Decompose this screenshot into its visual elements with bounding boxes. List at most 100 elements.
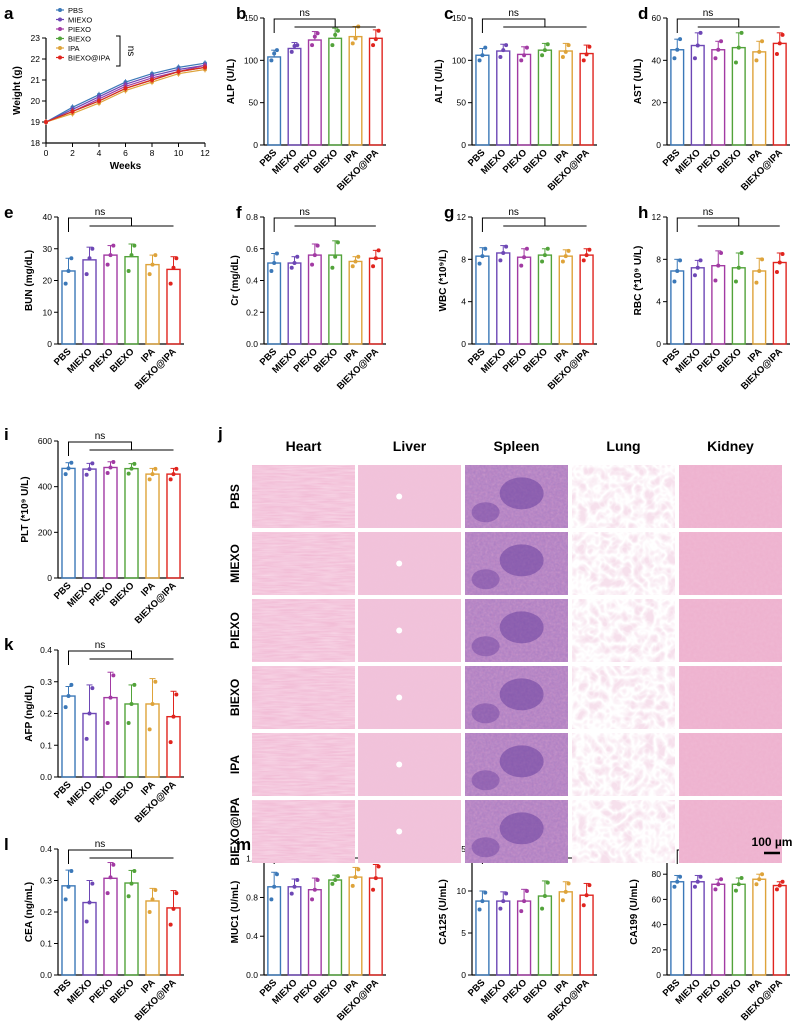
bar-biexo-ipa — [166, 473, 181, 579]
data-point — [289, 265, 294, 270]
panel-label-i: i — [4, 425, 9, 444]
tissue-texture — [252, 599, 355, 662]
data-point — [477, 58, 482, 63]
tissue-image-biexo-ipa-liver — [358, 800, 461, 863]
legend-label: BIEXO — [68, 34, 91, 43]
row-header-ipa: IPA — [228, 755, 242, 774]
data-point — [678, 874, 683, 879]
bar-pbs — [267, 262, 282, 345]
data-point — [66, 466, 71, 471]
data-point — [69, 256, 74, 261]
data-point — [90, 881, 95, 886]
bar-pbs — [475, 54, 490, 146]
data-point — [540, 906, 545, 911]
bar-biexo-ipa — [772, 261, 787, 345]
data-point — [353, 36, 358, 41]
data-point — [584, 893, 589, 898]
vessel — [396, 694, 403, 701]
bar-biexo-ipa — [368, 877, 383, 976]
y-tick-label-g: 0 — [461, 339, 466, 349]
data-point — [719, 877, 724, 882]
x-tick-label-a: 4 — [97, 148, 102, 158]
data-point — [269, 897, 274, 902]
data-point — [545, 42, 550, 47]
data-point — [498, 906, 503, 911]
data-point — [330, 43, 335, 48]
y-tick-label-i: 400 — [38, 482, 52, 492]
data-point — [84, 919, 89, 924]
bar-pbs — [61, 270, 76, 345]
data-point — [504, 244, 509, 249]
data-point — [350, 264, 355, 269]
y-tick-label-o: 0 — [656, 970, 661, 980]
white-pulp — [499, 812, 544, 845]
x-tick-label-biexo: BIEXO — [108, 977, 137, 1006]
y-tick-label-g: 8 — [461, 254, 466, 264]
vessel — [396, 828, 403, 835]
data-point — [501, 899, 506, 904]
data-point — [545, 880, 550, 885]
data-point — [774, 887, 779, 892]
tissue-texture — [679, 532, 782, 595]
data-point — [542, 253, 547, 258]
data-point — [84, 272, 89, 277]
y-tick-label-f: 0.8 — [246, 212, 258, 222]
tissue-image-pbs-lung — [572, 465, 675, 528]
data-point — [733, 888, 738, 893]
data-point — [695, 879, 700, 884]
bar-miexo — [496, 50, 511, 146]
tissue-image-biexo-heart — [252, 666, 355, 729]
bar-miexo — [82, 712, 97, 778]
white-pulp — [499, 544, 544, 577]
data-point — [126, 894, 131, 899]
data-point — [713, 887, 718, 892]
bar-miexo — [496, 252, 511, 345]
bar-biexo — [124, 255, 139, 345]
y-tick-label-l: 0.0 — [40, 970, 52, 980]
data-point — [87, 256, 92, 261]
data-point — [376, 28, 381, 33]
panel-label-k: k — [4, 635, 14, 654]
bar-biexo — [731, 267, 746, 345]
tissue-texture — [679, 733, 782, 796]
panel-label-l: l — [4, 835, 9, 854]
panel-label-f: f — [236, 203, 242, 222]
data-point — [150, 262, 155, 267]
data-point — [333, 32, 338, 37]
vessel — [396, 493, 403, 500]
column-header-spleen: Spleen — [494, 438, 540, 454]
y-tick-label-d: 20 — [652, 98, 662, 108]
bar-ipa — [348, 260, 363, 345]
bar-biexo — [537, 49, 553, 146]
data-point — [333, 878, 338, 883]
bar-biexo-ipa — [579, 52, 594, 146]
bar-biexo-ipa — [579, 894, 594, 976]
data-point — [272, 261, 277, 266]
legend-label: IPA — [68, 44, 80, 53]
y-tick-label-f: 0.2 — [246, 307, 258, 317]
data-point — [108, 253, 113, 258]
white-pulp — [471, 837, 500, 858]
tissue-image-ipa-spleen — [465, 733, 568, 796]
data-point — [312, 253, 317, 258]
ns-label: ns — [299, 207, 310, 218]
y-tick-label-i: 600 — [38, 436, 52, 446]
data-point — [371, 43, 376, 48]
data-point — [295, 254, 300, 259]
tissue-texture — [358, 532, 461, 595]
tissue-texture — [679, 599, 782, 662]
significance-bracket — [116, 35, 121, 67]
panel-n: n051015CA125 (U/mL)PBSMIEXOPIEXOBIEXOIPA… — [438, 835, 597, 1023]
data-point — [376, 248, 381, 253]
data-point — [105, 470, 110, 475]
tissue-image-biexo-spleen — [465, 666, 568, 729]
data-point — [126, 471, 131, 476]
data-point — [310, 262, 315, 267]
y-axis-label-m: MUC1 (U/mL) — [230, 881, 241, 944]
tissue-texture — [252, 465, 355, 528]
data-point — [716, 263, 721, 268]
